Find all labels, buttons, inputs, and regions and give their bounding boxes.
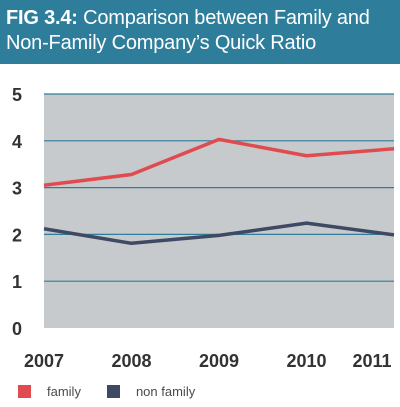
y-tick-label: 4 [12, 132, 22, 152]
x-tick-label: 2010 [286, 351, 326, 371]
chart-title-line-2: Non-Family Company’s Quick Ratio [6, 32, 316, 54]
legend-label-non-family: non family [135, 383, 196, 399]
plot-background [44, 94, 394, 328]
y-tick-label: 3 [12, 179, 22, 199]
line-chart: 0 1 2 3 4 5 2007 2008 2009 2010 2011 [12, 85, 395, 371]
title-text-1: Comparison between Family and [83, 7, 370, 29]
legend-swatch-family [18, 384, 31, 398]
figure-number: FIG 3.4: [6, 7, 78, 29]
legend-label-family: family [47, 383, 81, 399]
x-tick-label: 2007 [24, 351, 64, 371]
legend: family non family [18, 381, 221, 401]
x-tick-label: 2011 [352, 351, 391, 371]
x-axis-ticks: 2007 2008 2009 2010 2011 [24, 351, 392, 371]
plot-area [44, 94, 394, 328]
y-tick-label: 2 [12, 225, 22, 245]
x-tick-label: 2009 [199, 351, 239, 371]
title-banner: FIG 3.4: Comparison between Family and N… [0, 0, 400, 64]
legend-swatch-non-family [106, 384, 120, 398]
y-tick-label: 0 [12, 319, 22, 339]
y-tick-label: 1 [12, 272, 22, 292]
chart-title-line-1: FIG 3.4: Comparison between Family and [6, 6, 394, 31]
x-tick-label: 2008 [111, 351, 151, 371]
gridlines [44, 93, 394, 282]
y-tick-label: 5 [12, 85, 22, 105]
series-lines [43, 137, 395, 246]
legend-item-non-family: non family [106, 383, 196, 399]
y-axis-ticks: 0 1 2 3 4 5 [12, 85, 22, 339]
legend-item-family: family [18, 384, 81, 399]
